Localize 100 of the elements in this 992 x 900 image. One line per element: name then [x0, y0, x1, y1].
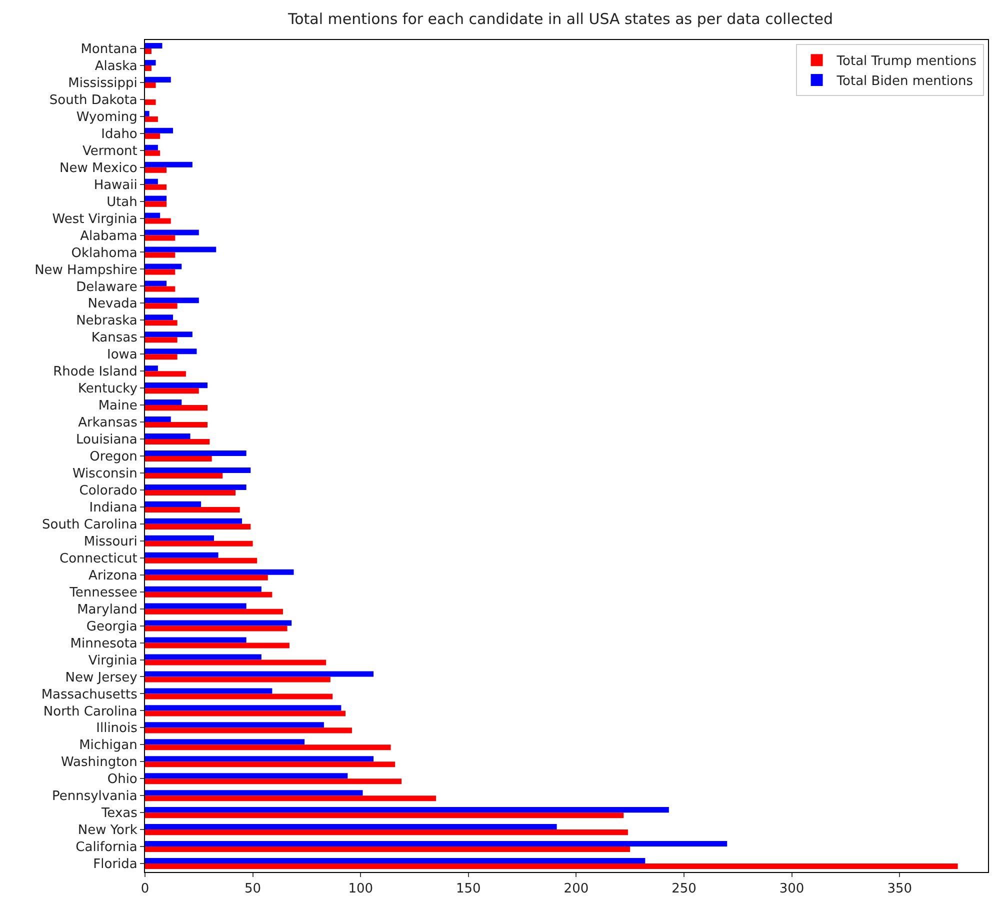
y-tick-label: North Carolina	[43, 704, 138, 720]
y-tick-label: New York	[78, 823, 138, 838]
x-tick-label: 50	[244, 882, 262, 897]
bar	[145, 756, 374, 762]
bar	[145, 540, 253, 546]
bar	[145, 314, 174, 320]
y-tick-label: Alaska	[94, 59, 138, 74]
bar	[145, 82, 156, 88]
bar	[145, 371, 186, 377]
y-tick-label: Mississippi	[68, 76, 138, 91]
bar	[145, 472, 223, 478]
bar	[145, 110, 150, 116]
y-tick-label: Maryland	[77, 602, 138, 618]
y-tick-label: Pennsylvania	[52, 789, 138, 804]
y-tick-label: Oregon	[90, 450, 138, 465]
chart-title: Total mentions for each candidate in all USA states as per data collected	[286, 10, 834, 28]
bar	[145, 535, 214, 541]
bar	[145, 586, 262, 592]
bar	[145, 671, 374, 677]
bar	[145, 796, 436, 802]
bar	[145, 739, 305, 745]
bar	[145, 366, 158, 372]
y-tick-label: Florida	[93, 857, 138, 872]
y-tick-label: South Dakota	[49, 92, 138, 108]
x-tick-label: 100	[348, 882, 374, 897]
bar	[145, 846, 630, 852]
bar	[145, 162, 192, 168]
y-tick-label: Washington	[60, 755, 138, 770]
y-tick-label: Tennessee	[68, 585, 138, 600]
bar	[145, 416, 171, 422]
bar	[145, 434, 190, 440]
y-tick-label: Iowa	[107, 348, 138, 363]
bar	[145, 235, 176, 241]
bar	[145, 710, 346, 716]
bar	[145, 264, 182, 270]
bar	[145, 603, 246, 609]
y-tick-label: New Hampshire	[34, 262, 138, 278]
bar	[145, 450, 246, 456]
bar	[145, 490, 236, 496]
bar	[145, 269, 176, 275]
bar	[145, 858, 646, 864]
bar	[145, 144, 158, 150]
bar	[145, 552, 218, 558]
y-tick-label: Idaho	[101, 126, 138, 142]
bar	[145, 212, 160, 218]
y-tick-label: New Jersey	[65, 670, 138, 686]
x-tick-label: 150	[456, 882, 481, 897]
bar	[145, 286, 176, 292]
bar	[145, 167, 167, 173]
x-tick-label: 300	[779, 882, 804, 897]
y-tick-label: Kansas	[91, 330, 138, 346]
bar	[145, 501, 202, 507]
bar	[145, 524, 251, 530]
y-tick-label: Alabama	[80, 228, 138, 244]
bar	[145, 382, 208, 388]
y-tick-label: Rhode Island	[53, 364, 138, 380]
bar	[145, 705, 342, 711]
bar	[145, 196, 167, 202]
y-tick-label: Hawaii	[94, 178, 138, 193]
x-tick-label: 350	[887, 882, 912, 897]
bar	[145, 608, 283, 614]
bar	[145, 405, 208, 411]
bar	[145, 422, 208, 428]
y-tick-label: California	[76, 840, 138, 856]
bar	[145, 184, 167, 190]
bar	[145, 824, 557, 830]
bar	[145, 728, 352, 734]
y-tick-label: Indiana	[89, 500, 138, 516]
bar	[145, 558, 258, 564]
bar	[145, 150, 160, 156]
bar	[145, 830, 628, 836]
bar	[145, 812, 624, 818]
bar	[145, 654, 262, 660]
y-tick-label: Texas	[100, 806, 138, 822]
bar	[145, 744, 391, 750]
bar	[145, 252, 176, 258]
legend-label: Total Trump mentions	[836, 54, 977, 70]
bar	[145, 467, 251, 473]
bar	[145, 76, 171, 82]
y-tick-label: Nevada	[88, 296, 138, 312]
y-tick-label: Oklahoma	[71, 246, 138, 261]
y-tick-label: Minnesota	[70, 636, 138, 652]
bar	[145, 790, 363, 796]
bar	[145, 694, 333, 700]
bar	[145, 320, 178, 326]
bar	[145, 773, 348, 779]
bar	[145, 178, 158, 184]
bar	[145, 337, 178, 343]
bar	[145, 722, 324, 728]
y-tick-label: Louisiana	[76, 432, 138, 448]
y-tick-label: Ohio	[107, 772, 138, 788]
y-tick-label: South Carolina	[42, 517, 138, 532]
bar	[145, 637, 246, 643]
bar	[145, 133, 160, 139]
bar	[145, 807, 669, 813]
y-tick-label: Connecticut	[60, 551, 138, 566]
y-tick-label: Delaware	[76, 280, 138, 295]
y-tick-label: Kentucky	[78, 382, 138, 397]
legend-label: Total Biden mentions	[836, 74, 974, 90]
bar	[145, 48, 152, 54]
